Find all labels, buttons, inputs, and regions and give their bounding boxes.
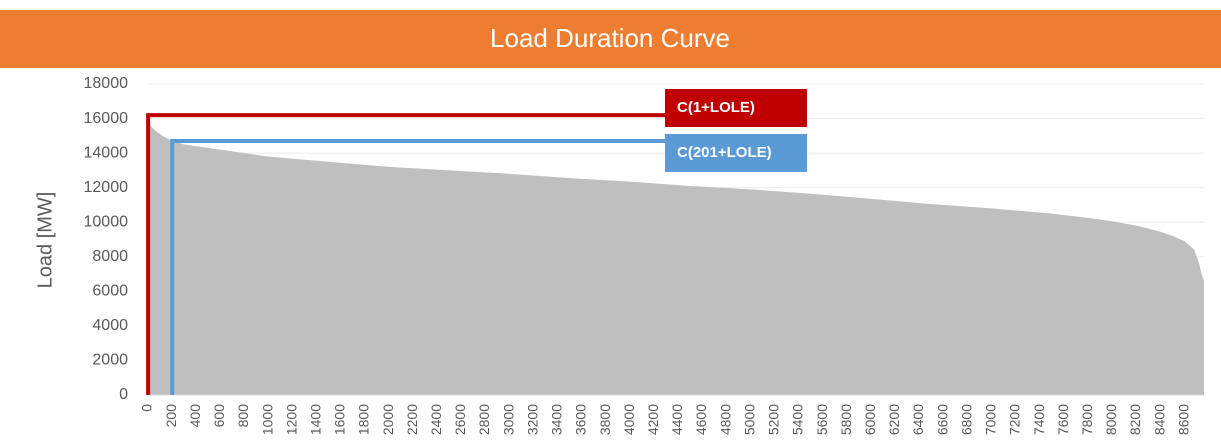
x-tick-label: 5000 <box>741 404 757 435</box>
x-tick-label: 800 <box>235 404 251 428</box>
x-tick-label: 8000 <box>1103 404 1119 435</box>
title-bar <box>0 10 1221 68</box>
x-tick-label: 1200 <box>283 404 299 435</box>
x-tick-label: 6600 <box>934 404 950 435</box>
x-tick-label: 600 <box>211 404 227 428</box>
y-tick-label: 6000 <box>92 283 128 300</box>
x-tick-label: 3600 <box>573 404 589 435</box>
x-tick-label: 2600 <box>452 404 468 435</box>
x-tick-label: 5400 <box>790 404 806 435</box>
x-tick-label: 7000 <box>983 404 999 435</box>
x-tick-label: 2000 <box>380 404 396 435</box>
annotation-line <box>170 139 665 395</box>
annotation-box <box>665 134 807 172</box>
x-tick-label: 7800 <box>1079 404 1095 435</box>
x-tick-label: 200 <box>163 404 179 428</box>
x-tick-label: 8400 <box>1151 404 1167 435</box>
y-tick-label: 14000 <box>84 144 129 161</box>
y-axis-title: Load [MW] <box>34 192 56 289</box>
area <box>148 122 1204 395</box>
x-tick-label: 1800 <box>356 404 372 435</box>
annotation-line <box>146 113 665 395</box>
x-tick-label: 2400 <box>428 404 444 435</box>
annotation-label: C(1+LOLE) <box>677 99 755 116</box>
y-tick-label: 4000 <box>92 317 128 334</box>
x-tick-label: 5600 <box>814 404 830 435</box>
x-tick-label: 6400 <box>910 404 926 435</box>
x-tick-label: 8200 <box>1127 404 1143 435</box>
y-tick-label: 0 <box>119 386 128 403</box>
x-tick-label: 7600 <box>1055 404 1071 435</box>
x-tick-label: 5200 <box>766 404 782 435</box>
y-tick-label: 10000 <box>84 213 129 230</box>
y-tick-label: 16000 <box>84 110 129 127</box>
x-tick-label: 3200 <box>524 404 540 435</box>
x-tick-label: 2200 <box>404 404 420 435</box>
x-tick-label: 1600 <box>332 404 348 435</box>
chart-title: Load Duration Curve <box>490 23 730 53</box>
x-tick-label: 5800 <box>838 404 854 435</box>
x-tick-label: 3800 <box>597 404 613 435</box>
x-tick-label: 4400 <box>669 404 685 435</box>
x-tick-label: 8600 <box>1175 404 1191 435</box>
x-tick-label: 0 <box>139 404 155 412</box>
x-tick-label: 7200 <box>1007 404 1023 435</box>
x-tick-label: 6800 <box>958 404 974 435</box>
y-tick-label: 2000 <box>92 352 128 369</box>
x-tick-label: 4200 <box>645 404 661 435</box>
x-tick-label: 4600 <box>693 404 709 435</box>
x-tick-label: 3400 <box>549 404 565 435</box>
x-tick-label: 1000 <box>259 404 275 435</box>
x-tick-label: 1400 <box>307 404 323 435</box>
x-tick-label: 4800 <box>717 404 733 435</box>
x-tick-label: 3000 <box>500 404 516 435</box>
y-tick-label: 18000 <box>84 75 129 92</box>
annotation-box <box>665 89 807 127</box>
x-tick-label: 7400 <box>1031 404 1047 435</box>
x-tick-label: 2800 <box>476 404 492 435</box>
x-tick-label: 6200 <box>886 404 902 435</box>
y-tick-label: 8000 <box>92 248 128 265</box>
x-tick-label: 400 <box>187 404 203 428</box>
y-tick-label: 12000 <box>84 179 129 196</box>
annotation-label: C(201+LOLE) <box>677 144 772 161</box>
x-tick-label: 6000 <box>862 404 878 435</box>
x-tick-label: 4000 <box>621 404 637 435</box>
